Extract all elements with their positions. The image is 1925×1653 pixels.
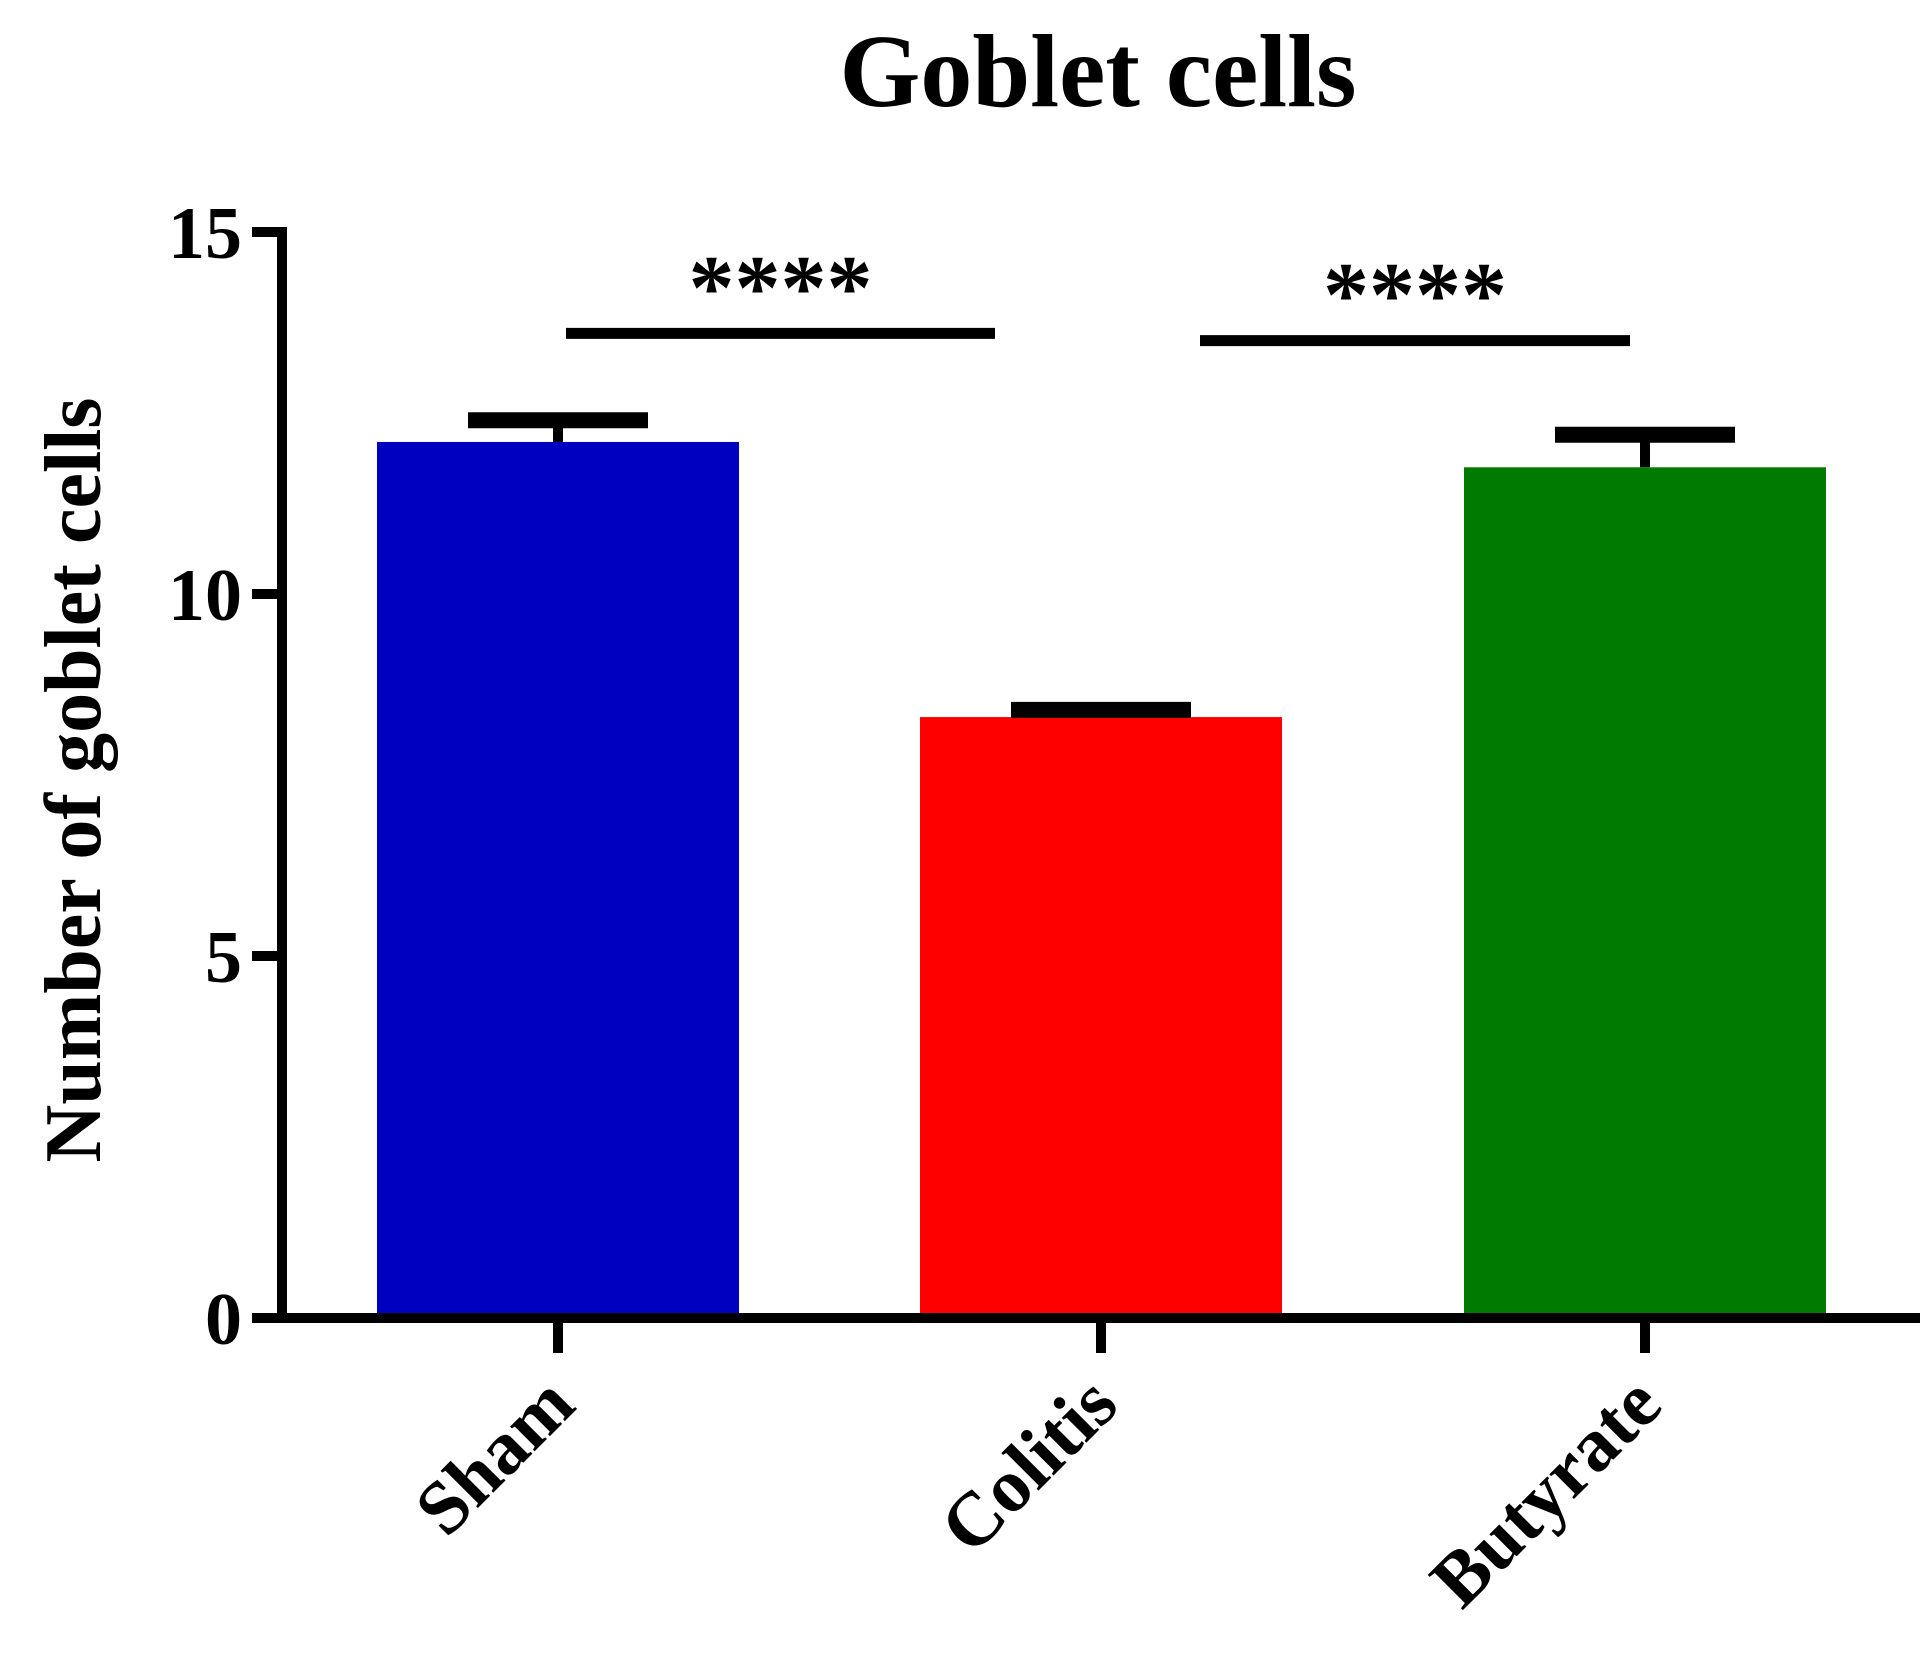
bar-butyrate	[1464, 467, 1826, 1318]
error-bar-sham	[468, 412, 648, 442]
y-tick-label-0: 0	[205, 1279, 242, 1361]
x-tick-label-colitis: Colitis	[924, 1361, 1133, 1570]
bar-colitis	[920, 717, 1282, 1318]
x-tick-label-sham: Sham	[399, 1361, 590, 1552]
y-tick-label-5: 5	[205, 917, 242, 999]
error-bar-butyrate	[1555, 426, 1735, 468]
x-tick-label-butyrate: Butyrate	[1415, 1361, 1677, 1623]
y-tick-label-10: 10	[168, 555, 242, 637]
error-bar-colitis	[1011, 701, 1191, 718]
bar-sham	[377, 441, 739, 1319]
chart-title: Goblet cells	[839, 14, 1356, 129]
y-tick-label-15: 15	[168, 193, 242, 275]
error-bars-layer	[468, 412, 1735, 718]
bars-layer	[377, 441, 1826, 1319]
significance-label-2: ****	[1323, 244, 1507, 346]
significance-label-1: ****	[689, 236, 873, 338]
significance-layer: **** ****	[566, 236, 1630, 347]
y-axis-label: Number of goblet cells	[30, 397, 118, 1162]
